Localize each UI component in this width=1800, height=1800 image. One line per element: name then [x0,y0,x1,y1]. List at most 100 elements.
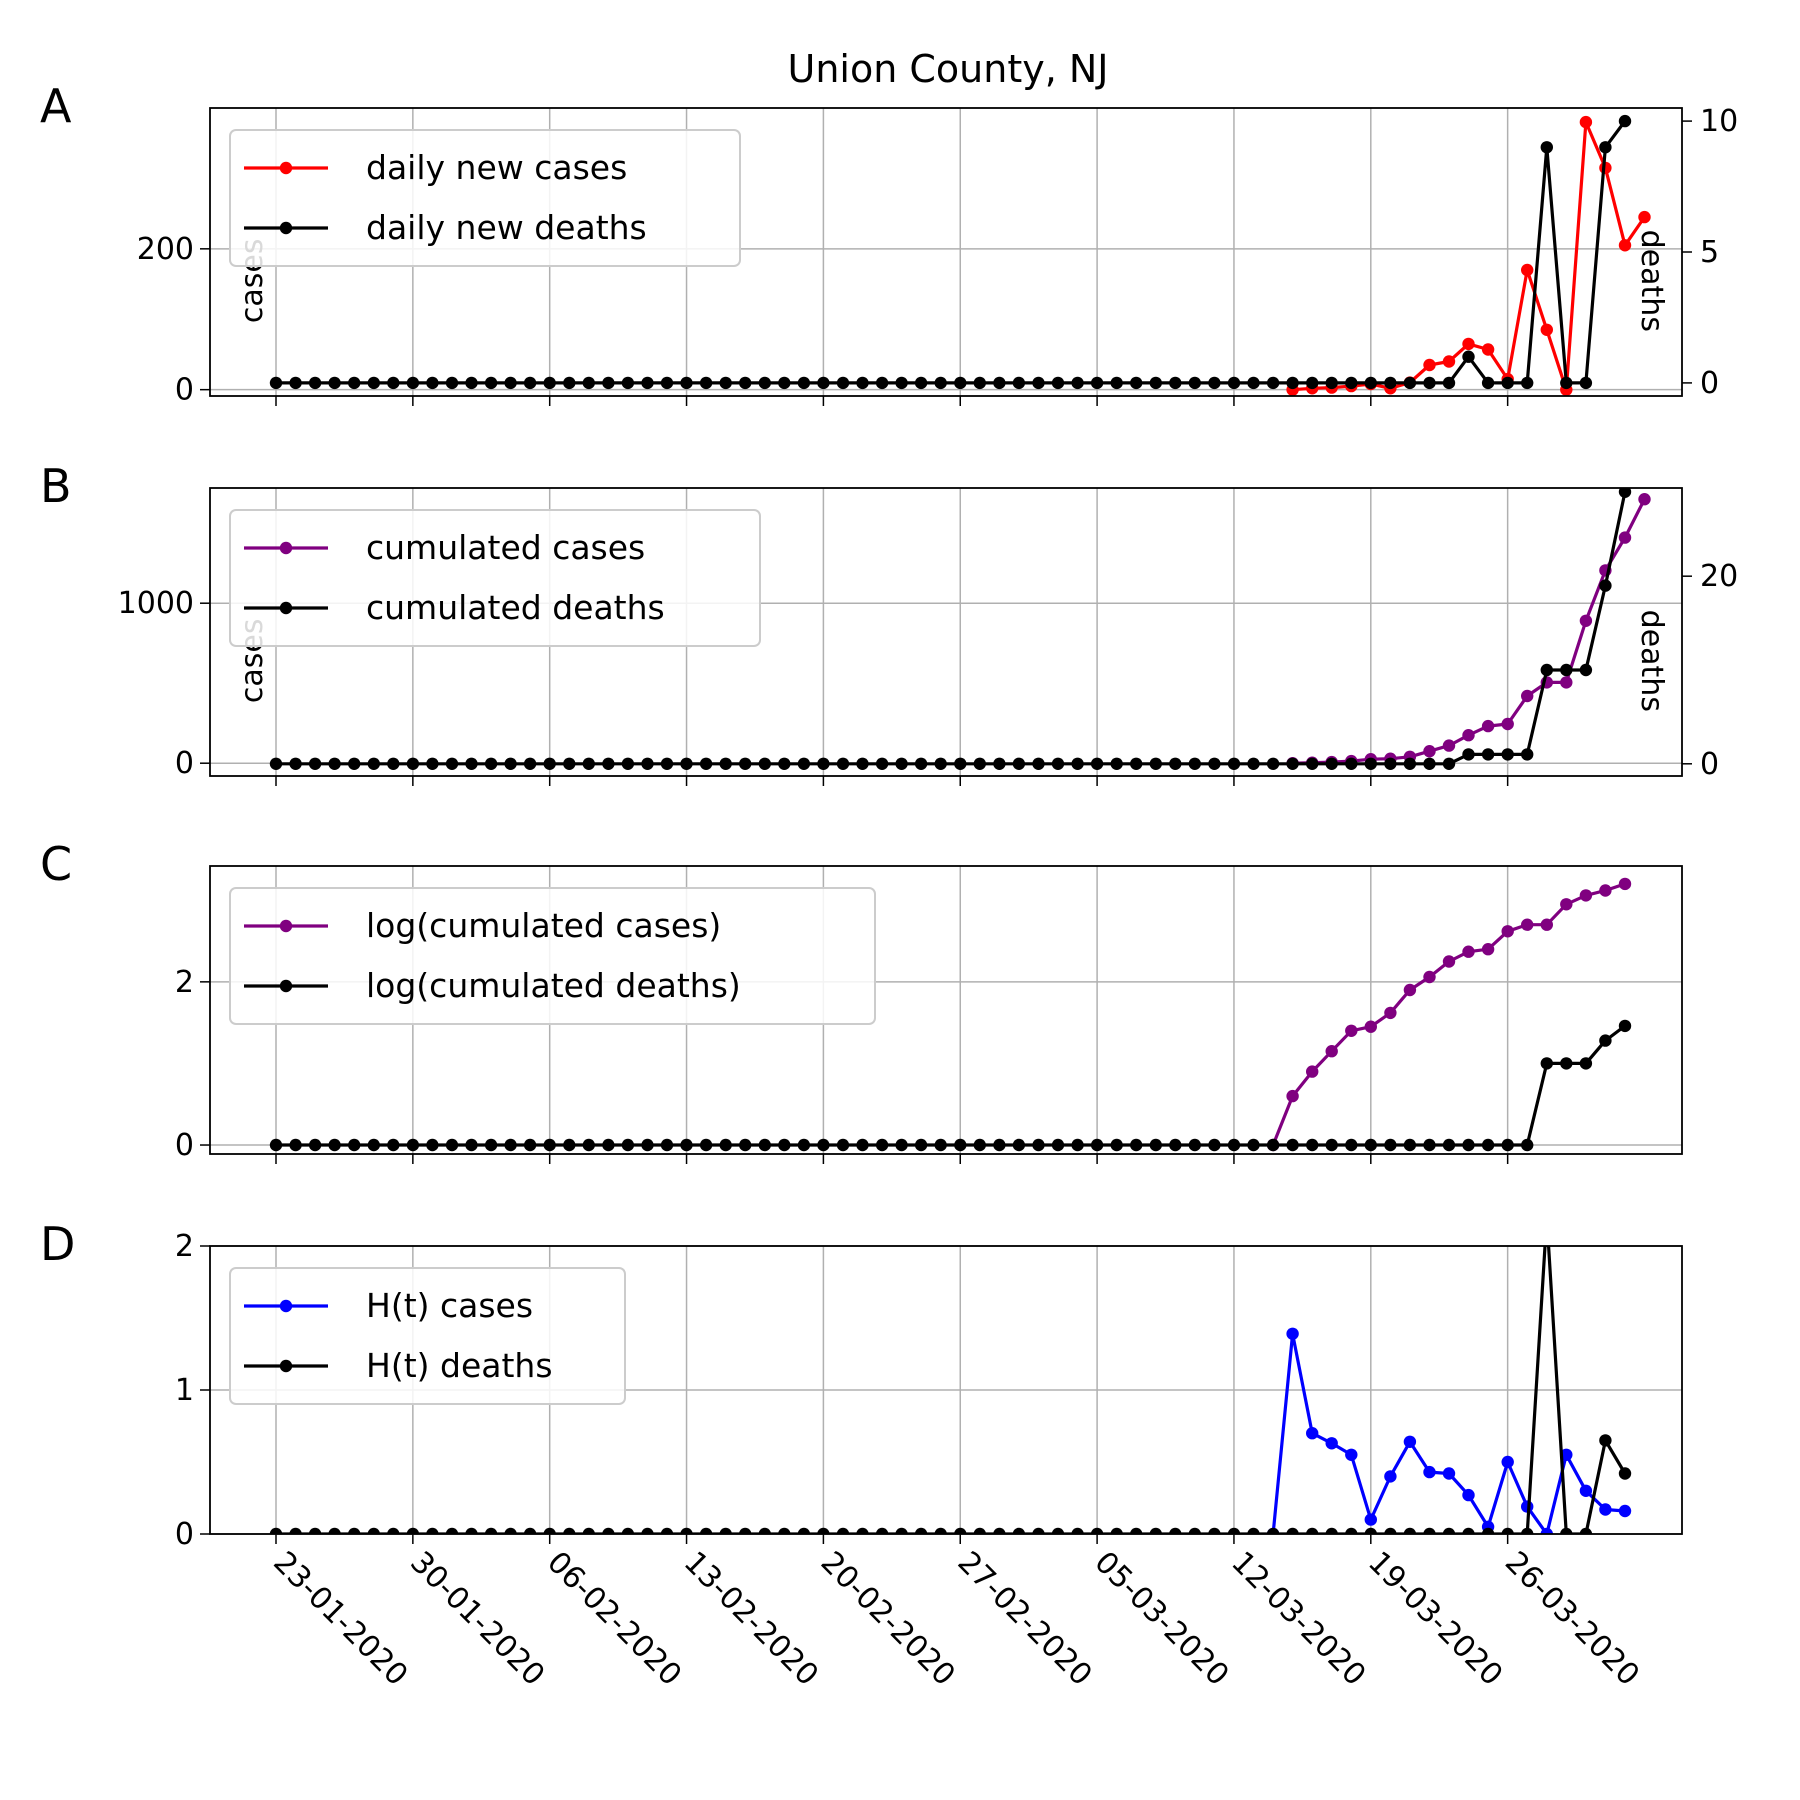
data-point [348,1138,361,1152]
y-axis-label-right: deaths [1634,610,1669,712]
data-point [563,1138,576,1152]
legend-entry: cumulated deaths [366,588,665,627]
data-point [739,757,752,770]
data-point [1286,757,1299,770]
data-point [1188,1138,1202,1152]
data-point [289,376,302,390]
data-point [1325,376,1338,390]
data-point [621,1527,635,1534]
data-point [1286,1138,1299,1152]
data-point [856,1138,869,1152]
data-point [758,1527,771,1534]
data-point [1579,1057,1593,1070]
data-point [836,757,850,770]
data-point [954,376,967,390]
data-point [1208,1527,1221,1534]
data-point [680,376,693,390]
data-point [269,1138,283,1152]
data-point [1149,376,1163,390]
data-point [563,757,576,770]
y-tick-label: 2 [175,965,194,1000]
data-point [1208,1138,1221,1152]
panel-letter: C [40,837,72,891]
data-point [348,757,361,770]
data-point [406,1527,420,1534]
y-tick-label: 0 [175,373,194,408]
data-point [1169,376,1182,390]
data-point [1462,945,1475,958]
data-point [1188,376,1202,390]
data-point [1442,757,1456,770]
data-point [1130,1138,1143,1152]
data-point [1442,739,1456,752]
data-point [1521,918,1534,931]
data-point [1481,343,1495,356]
data-point [1306,1138,1319,1152]
data-point [1384,1527,1397,1534]
data-point [308,1138,322,1152]
data-point [1306,376,1319,390]
data-point [1560,376,1573,390]
data-point [523,1527,537,1534]
data-point [817,1527,830,1534]
y-tick-label: 0 [175,1517,194,1552]
data-point [1032,376,1045,390]
legend-entry: log(cumulated cases) [366,906,721,945]
data-point [895,1138,908,1152]
data-point [621,1138,635,1152]
data-point [406,1138,420,1152]
data-point [1579,614,1593,627]
data-point [993,757,1006,770]
legend-entry: daily new cases [366,148,627,187]
data-point [1638,493,1651,506]
legend [229,129,741,267]
data-point [836,1527,850,1534]
data-point [1247,757,1260,770]
data-point [1579,1484,1593,1498]
data-point [1130,757,1143,770]
data-point [602,1138,615,1152]
data-point [387,1527,400,1534]
legend-marker [279,919,293,933]
data-point [914,376,928,390]
x-tick-label: 05-03-2020 [1087,1545,1235,1693]
data-point [1462,1138,1475,1152]
data-point [484,376,498,390]
data-point [563,1527,576,1534]
data-point [1266,1527,1280,1534]
data-point [445,1527,459,1534]
data-point [758,1138,771,1152]
data-point [1325,1527,1338,1534]
data-point [641,376,654,390]
data-point [1051,376,1065,390]
data-point [1227,1527,1241,1534]
data-point [1423,1527,1436,1534]
data-point [973,1527,986,1534]
data-point [1169,757,1182,770]
data-point [1560,898,1573,911]
x-tick-label: 26-03-2020 [1498,1545,1646,1693]
data-point [1384,1006,1397,1020]
data-point [289,1527,302,1534]
data-point [426,757,439,770]
data-point [797,1527,811,1534]
data-point [1501,1138,1514,1152]
data-point [1286,1527,1299,1534]
legend-marker [279,541,293,555]
data-point [641,1527,654,1534]
data-point [1071,757,1084,770]
data-point [1540,323,1554,336]
data-point [1169,1138,1182,1152]
figure-title: Union County, NJ [788,47,1109,91]
panel-d: D 0 1 2 H(t) cases H(t) deaths 23-01-202030-01… [40,1217,1683,1693]
data-point [719,1527,732,1534]
data-point [1462,350,1475,363]
legend-marker [279,979,293,993]
data-point [1266,376,1280,390]
data-point [1012,757,1026,770]
data-point [1481,748,1495,761]
data-point [1521,263,1534,277]
data-point [660,376,674,390]
data-point [739,376,752,390]
